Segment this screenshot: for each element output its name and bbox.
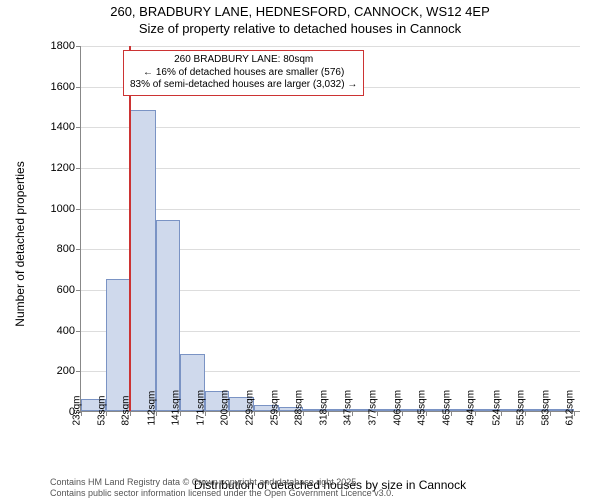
ytick-mark: [76, 87, 81, 88]
grid-line: [81, 46, 580, 47]
marker-line: [129, 46, 131, 411]
ytick-label: 200: [35, 365, 75, 377]
histogram-bar: [106, 279, 130, 411]
grid-line: [81, 209, 580, 210]
ytick-label: 400: [35, 325, 75, 337]
ytick-label: 1800: [35, 40, 75, 52]
annotation-line1: 260 BRADBURY LANE: 80sqm: [130, 54, 357, 67]
ytick-mark: [76, 249, 81, 250]
ytick-mark: [76, 127, 81, 128]
ytick-label: 1200: [35, 162, 75, 174]
histogram-bar: [130, 110, 155, 411]
ytick-label: 600: [35, 284, 75, 296]
ytick-mark: [76, 209, 81, 210]
ytick-label: 800: [35, 243, 75, 255]
ytick-label: 1000: [35, 203, 75, 215]
annotation-box: 260 BRADBURY LANE: 80sqm ← 16% of detach…: [123, 50, 364, 96]
title-line1: 260, BRADBURY LANE, HEDNESFORD, CANNOCK,…: [0, 4, 600, 21]
ytick-mark: [76, 371, 81, 372]
ytick-label: 1600: [35, 81, 75, 93]
ytick-mark: [76, 331, 81, 332]
footer-attribution: Contains HM Land Registry data © Crown c…: [50, 477, 394, 498]
chart-container: Number of detached properties 0200400600…: [50, 46, 580, 442]
grid-line: [81, 127, 580, 128]
annotation-line2: ← 16% of detached houses are smaller (57…: [130, 67, 357, 80]
ytick-mark: [76, 290, 81, 291]
y-axis-label: Number of detached properties: [13, 161, 27, 326]
grid-line: [81, 168, 580, 169]
title-line2: Size of property relative to detached ho…: [0, 21, 600, 38]
histogram-bar: [156, 220, 180, 411]
footer-line2: Contains public sector information licen…: [50, 488, 394, 498]
plot-area: 02004006008001000120014001600180023sqm53…: [80, 46, 580, 412]
ytick-mark: [76, 46, 81, 47]
footer-line1: Contains HM Land Registry data © Crown c…: [50, 477, 394, 487]
chart-title-block: 260, BRADBURY LANE, HEDNESFORD, CANNOCK,…: [0, 0, 600, 38]
annotation-line3: 83% of semi-detached houses are larger (…: [130, 79, 357, 92]
ytick-mark: [76, 168, 81, 169]
ytick-label: 0: [35, 406, 75, 418]
ytick-label: 1400: [35, 121, 75, 133]
